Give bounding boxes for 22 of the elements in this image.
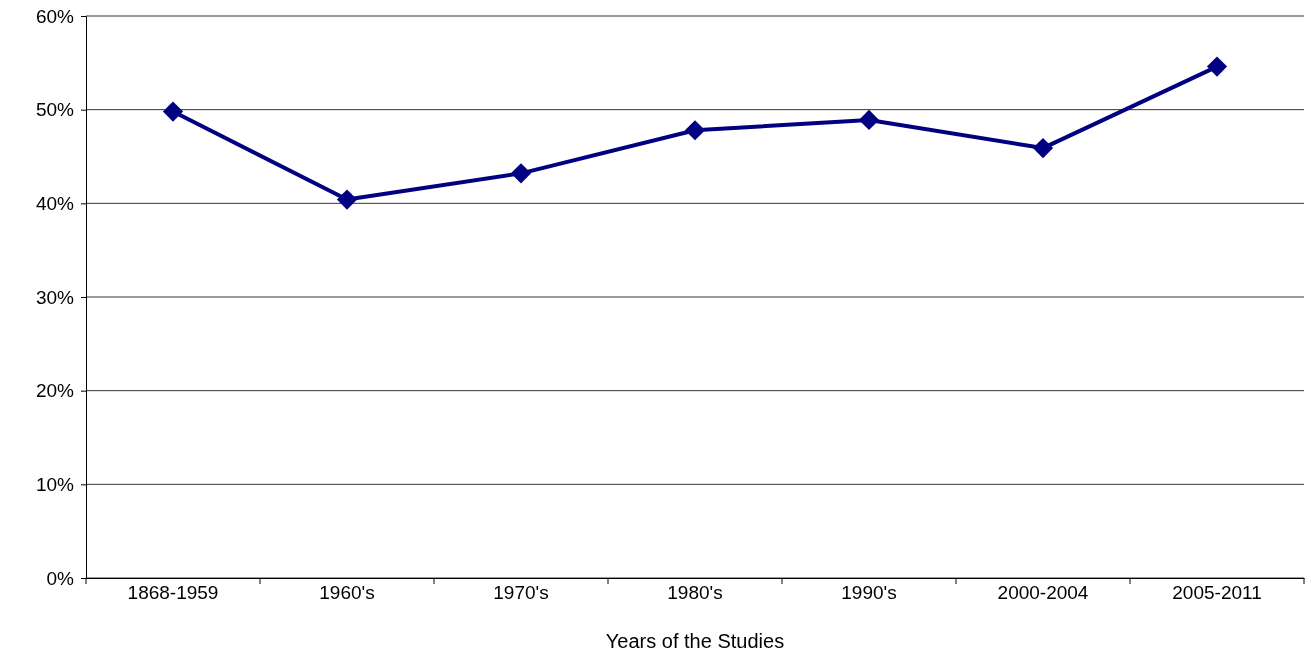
- x-tick-label: 2005-2011: [1172, 582, 1262, 603]
- y-tick-label: 60%: [35, 5, 75, 27]
- point: [858, 109, 880, 131]
- x-tick-label: 1980's: [667, 582, 723, 603]
- x-axis-title: Years of the Studies: [605, 630, 785, 652]
- y-tick-label: 10%: [35, 473, 75, 495]
- y-tick-label: 40%: [35, 192, 75, 214]
- y-tick-label: 50%: [35, 99, 75, 121]
- y-tick-label: 30%: [35, 286, 75, 308]
- point: [162, 101, 184, 122]
- x-tick-label: 2000-2004: [997, 582, 1089, 603]
- x-tick-label: 1970's: [493, 582, 549, 603]
- point: [510, 163, 532, 184]
- x-tick-label: 1990's: [841, 582, 897, 603]
- x-tick-label: 1868-1959: [127, 582, 219, 603]
- point: [684, 120, 706, 141]
- y-tick-label: 20%: [35, 380, 75, 402]
- point: [336, 189, 358, 210]
- y-tick-label: 0%: [46, 567, 75, 589]
- x-tick-label: 1960's: [319, 582, 375, 603]
- point: [1206, 56, 1228, 77]
- point: [1032, 137, 1054, 159]
